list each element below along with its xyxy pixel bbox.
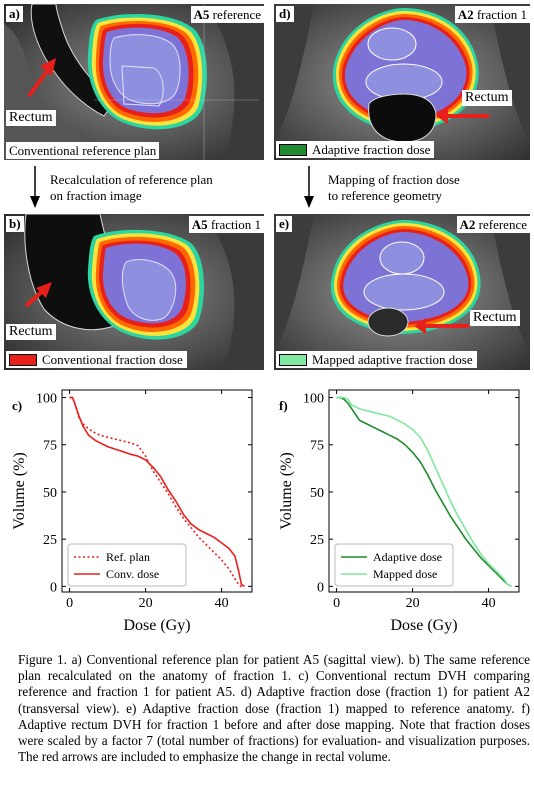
chart-c-xtick-label: 20	[139, 596, 153, 611]
chart-c-plot-frame	[61, 389, 253, 593]
panel-d-letter: d)	[276, 6, 294, 22]
chart-c-ytick-label: 25	[43, 533, 57, 548]
chart-f-ylabel: Volume (%)	[278, 452, 295, 529]
chart-f-legend-label: Adaptive dose	[373, 550, 442, 564]
chart-c-ytick-label: 100	[36, 392, 57, 407]
chart-c-ytick-label: 75	[43, 439, 57, 454]
chart-c-xtick-label: 40	[215, 596, 229, 611]
chart-f-xtick-label: 40	[482, 596, 496, 611]
panel-a-bottom-label: Conventional reference plan	[6, 142, 160, 159]
panel-d-legend: Adaptive fraction dose	[276, 141, 435, 158]
chart-c-legend-label: Ref. plan	[106, 550, 150, 564]
panel-e-legend-swatch	[279, 353, 307, 366]
panel-e-transversal-ct	[274, 214, 530, 370]
chart-f-ytick-label: 50	[310, 486, 324, 501]
panel-b-legend-label: Conventional fraction dose	[42, 352, 183, 367]
panel-e-legend: Mapped adaptive fraction dose	[276, 351, 477, 368]
panel-a-image: a) A5 reference Rectum Conventional refe…	[4, 4, 264, 160]
chart-f-xlabel: Dose (Gy)	[390, 617, 457, 634]
chart-c-series-conv-dose	[69, 396, 245, 587]
chart-c-rectum-dvh: c) 0 20 40 0 25 50 75 100 Dose (Gy) Volume (%) Ref.…	[11, 389, 253, 634]
chart-c-legend-label: Conv. dose	[106, 567, 159, 581]
chart-c-legend-box	[67, 543, 187, 587]
chart-c-xtick-label: 0	[66, 596, 73, 611]
panel-a-sagittal-ct	[4, 4, 264, 160]
panel-e-legend-label: Mapped adaptive fraction dose	[312, 352, 473, 367]
panel-b-sagittal-ct	[4, 214, 264, 370]
right-arrow-text: Mapping of fraction dose to reference ge…	[328, 172, 460, 203]
chart-f-xtick-label: 0	[333, 596, 340, 611]
chart-f-plot-frame	[328, 389, 520, 593]
panel-b-letter: b)	[6, 216, 24, 232]
panel-e-letter: e)	[276, 216, 293, 232]
chart-f-ytick-label: 0	[317, 580, 324, 595]
panel-d-transversal-ct	[274, 4, 530, 160]
panel-a-letter: a)	[6, 6, 23, 22]
chart-c-xlabel: Dose (Gy)	[123, 617, 190, 634]
panel-a-title: A5 reference	[190, 6, 264, 23]
panel-b-image: b) A5 fraction 1 Rectum Conventional fra…	[4, 214, 264, 370]
chart-c-ytick-label: 50	[43, 486, 57, 501]
panel-d-image: d) A2 fraction 1 Rectum Adaptive fractio…	[274, 4, 530, 160]
chart-f-xtick-label: 20	[406, 596, 420, 611]
panel-e-title: A2 reference	[456, 216, 530, 233]
panel-b-rectum-label: Rectum	[6, 324, 56, 340]
chart-c-ytick-label: 0	[50, 580, 57, 595]
panel-b-legend: Conventional fraction dose	[6, 351, 187, 368]
chart-f-legend-label: Mapped dose	[373, 567, 437, 581]
chart-f-series-mapped-dose	[336, 396, 512, 588]
panel-d-title: A2 fraction 1	[454, 6, 530, 23]
chart-c-panel-label: c)	[12, 398, 22, 413]
chart-f-ytick-label: 25	[310, 533, 324, 548]
panel-a-rectum-label: Rectum	[6, 110, 56, 126]
middle-arrows	[30, 166, 314, 208]
panel-d-rectum-label: Rectum	[462, 90, 512, 106]
panel-d-legend-label: Adaptive fraction dose	[312, 142, 431, 157]
chart-f-ytick-label: 75	[310, 439, 324, 454]
figure-caption: Figure 1. a) Conventional reference plan…	[18, 652, 530, 765]
chart-c-ylabel: Volume (%)	[11, 452, 28, 529]
left-arrow-text: Recalculation of reference plan on fract…	[50, 172, 213, 203]
chart-f-series-adaptive-dose	[336, 396, 512, 588]
panel-d-legend-swatch	[279, 143, 307, 156]
panel-b-legend-swatch	[9, 353, 37, 366]
chart-f-panel-label: f)	[279, 398, 288, 413]
chart-c-series-ref-plan	[69, 396, 245, 588]
panel-e-image: e) A2 reference Rectum Mapped adaptive f…	[274, 214, 530, 370]
panel-b-title: A5 fraction 1	[188, 216, 264, 233]
chart-f-legend-box	[334, 543, 454, 587]
panel-e-rectum-label: Rectum	[470, 310, 520, 326]
chart-f-rectum-dvh: f) 0 20 40 0 25 50 75 100 Dose (Gy) Volume (%) Adap…	[278, 389, 520, 634]
chart-f-ytick-label: 100	[303, 392, 324, 407]
